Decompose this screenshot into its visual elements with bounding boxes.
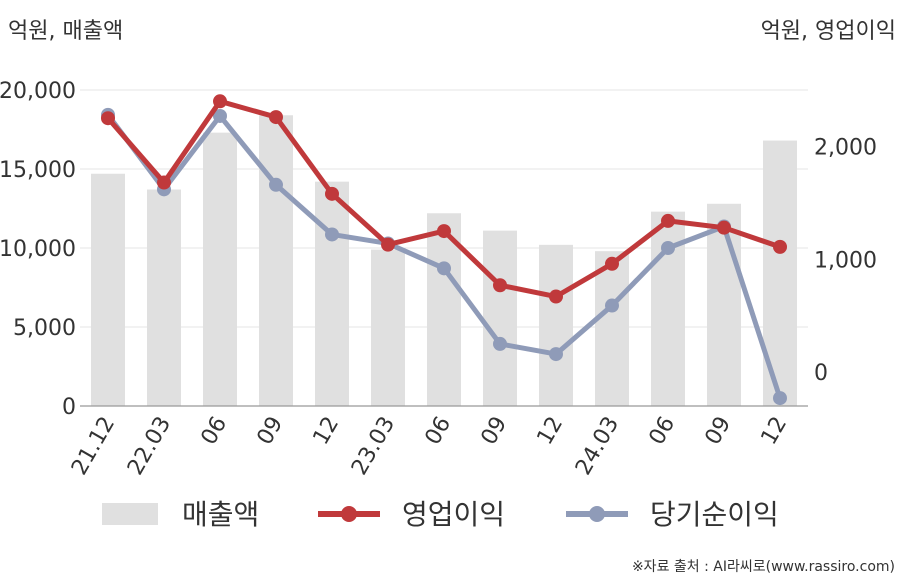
right-tick-label: 1,000 — [814, 248, 877, 273]
revenue-bar — [315, 181, 349, 406]
x-tick-label: 21.12 — [67, 413, 120, 480]
source-note: ※자료 출처 : AI라씨로(www.rassiro.com) — [632, 559, 895, 575]
left-tick-label: 10,000 — [0, 237, 76, 262]
data-point — [773, 391, 787, 406]
x-tick-label: 12 — [533, 413, 569, 450]
revenue-bar — [91, 173, 125, 406]
data-point — [717, 220, 731, 235]
x-tick-label: 12 — [757, 413, 793, 450]
left-tick-label: 0 — [62, 395, 76, 420]
legend-swatch — [102, 503, 158, 525]
revenue-bar — [483, 230, 517, 406]
data-point — [549, 289, 563, 304]
data-point — [325, 227, 339, 242]
data-point — [157, 175, 171, 190]
right-tick-label: 0 — [814, 361, 828, 386]
data-point — [493, 336, 507, 351]
legend-label: 당기순이익 — [650, 498, 779, 531]
data-point — [605, 256, 619, 271]
data-point — [437, 261, 451, 276]
data-point — [213, 94, 227, 109]
right-axis-title: 억원, 영업이익 — [761, 19, 896, 44]
x-tick-label: 06 — [645, 413, 681, 450]
profit-lines — [101, 94, 787, 406]
left-tick-label: 5,000 — [13, 316, 76, 341]
data-point — [269, 110, 283, 125]
data-point — [493, 278, 507, 293]
x-tick-label: 09 — [701, 413, 737, 450]
legend: 매출액 영업이익 당기순이익 — [102, 498, 779, 531]
revenue-bar — [539, 244, 573, 406]
x-tick-label: 09 — [477, 413, 513, 450]
data-point — [437, 224, 451, 239]
x-tick-label: 06 — [421, 413, 457, 450]
legend-marker — [589, 506, 605, 522]
x-tick-label: 12 — [309, 413, 345, 450]
data-point — [213, 108, 227, 123]
data-point — [101, 111, 115, 126]
data-point — [773, 239, 787, 254]
revenue-bar — [595, 251, 629, 406]
left-tick-label: 20,000 — [0, 79, 76, 104]
left-axis-title: 억원, 매출액 — [8, 19, 123, 44]
legend-label: 매출액 — [182, 498, 259, 531]
revenue-bar — [203, 132, 237, 406]
left-tick-label: 15,000 — [0, 158, 76, 183]
data-point — [661, 213, 675, 228]
x-tick-label: 23.03 — [347, 413, 400, 480]
x-tick-label: 24.03 — [571, 413, 624, 480]
x-tick-label: 06 — [197, 413, 233, 450]
revenue-bar — [147, 189, 181, 406]
legend-marker — [341, 506, 357, 522]
data-point — [381, 237, 395, 252]
legend-label: 영업이익 — [402, 498, 505, 531]
revenue-bar — [707, 203, 741, 406]
x-tick-label: 09 — [253, 413, 289, 450]
right-tick-label: 2,000 — [814, 135, 877, 160]
x-tick-label: 22.03 — [123, 413, 176, 480]
revenue-bar — [371, 249, 405, 406]
revenue-bars — [91, 115, 797, 406]
data-point — [605, 298, 619, 313]
revenue-bar — [259, 115, 293, 406]
data-point — [325, 186, 339, 201]
data-point — [269, 177, 283, 192]
data-point — [549, 347, 563, 362]
data-point — [661, 241, 675, 255]
